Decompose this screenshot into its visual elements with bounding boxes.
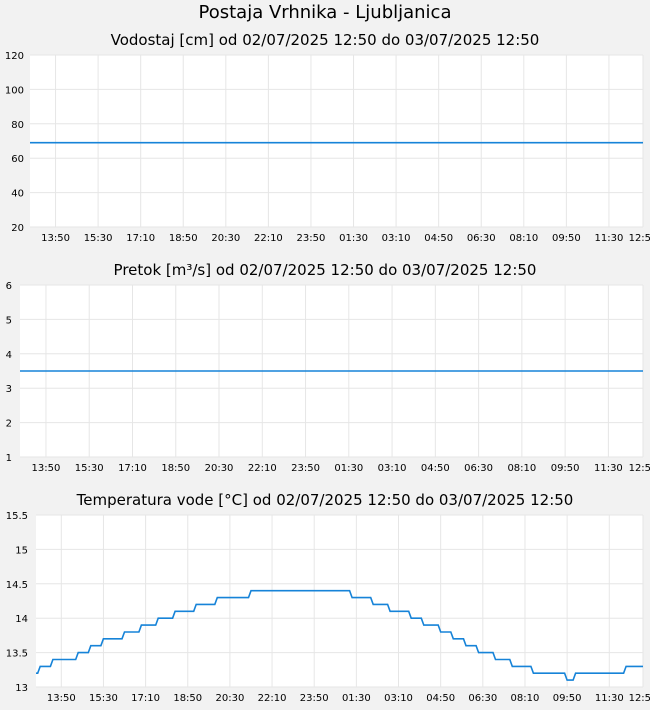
- x-tick-label: 06:30: [467, 233, 496, 244]
- x-tick-label: 15:30: [89, 693, 118, 704]
- water-level-chart: 20 40 60 80 100 120 13:50 15:30 17:10 18:50 20:30 2…: [5, 51, 650, 244]
- x-tick-label: 11:30: [594, 463, 623, 474]
- x-tick-label: 09:50: [553, 693, 582, 704]
- x-tick-label: 22:10: [254, 233, 283, 244]
- x-tick-label: 04:50: [426, 693, 455, 704]
- x-tick-label: 08:10: [509, 233, 538, 244]
- x-tick-label: 08:10: [507, 463, 536, 474]
- y-tick-label: 60: [11, 154, 24, 165]
- x-tick-label: 20:30: [211, 233, 240, 244]
- x-tick-label: 09:50: [551, 463, 580, 474]
- x-tick-label: 08:10: [511, 693, 540, 704]
- y-tick-label: 15.5: [6, 511, 28, 522]
- x-tick-label: 13:50: [47, 693, 76, 704]
- x-tick-label: 09:50: [552, 233, 581, 244]
- x-tick-label: 11:30: [595, 693, 624, 704]
- x-tick-label: 06:30: [464, 463, 493, 474]
- x-tick-label: 15:30: [75, 463, 104, 474]
- x-tick-label: 13:50: [32, 463, 61, 474]
- y-tick-label: 20: [11, 223, 24, 234]
- plot-area: [36, 515, 643, 687]
- x-tick-label: 06:30: [468, 693, 497, 704]
- x-tick-label: 20:30: [205, 463, 234, 474]
- x-tick-label: 01:30: [342, 693, 371, 704]
- x-tick-label: 03:10: [384, 693, 413, 704]
- x-tick-label: 18:50: [161, 463, 190, 474]
- x-tick-label: 22:10: [248, 463, 277, 474]
- x-tick-label: 23:50: [291, 463, 320, 474]
- y-tick-label: 1: [6, 453, 12, 464]
- x-tick-label: 12:50: [629, 693, 650, 704]
- x-tick-label: 04:50: [421, 463, 450, 474]
- x-tick-label: 15:30: [84, 233, 113, 244]
- y-tick-label: 4: [6, 350, 12, 361]
- x-tick-label: 12:50: [629, 463, 650, 474]
- y-tick-label: 40: [11, 189, 24, 200]
- page-title: Postaja Vrhnika - Ljubljanica: [198, 2, 452, 23]
- y-tick-label: 14: [15, 614, 28, 625]
- x-tick-label: 03:10: [378, 463, 407, 474]
- water-temperature-chart: 13 13.5 14 14.5 15 15.5 13:50 15:30 17:10 18:50 20…: [6, 511, 650, 704]
- x-tick-label: 20:30: [215, 693, 244, 704]
- x-tick-label: 17:10: [131, 693, 160, 704]
- x-tick-label: 17:10: [126, 233, 155, 244]
- y-tick-label: 2: [6, 419, 12, 430]
- x-tick-label: 13:50: [41, 233, 70, 244]
- y-tick-label: 13: [15, 683, 28, 694]
- x-tick-label: 11:30: [595, 233, 624, 244]
- y-tick-label: 15: [15, 545, 28, 556]
- x-tick-label: 22:10: [258, 693, 287, 704]
- plot-area: [30, 55, 643, 227]
- y-tick-label: 5: [6, 315, 12, 326]
- y-tick-label: 6: [6, 281, 12, 292]
- x-tick-label: 23:50: [297, 233, 326, 244]
- x-tick-label: 03:10: [382, 233, 411, 244]
- y-tick-label: 14.5: [6, 580, 28, 591]
- y-tick-label: 120: [5, 51, 24, 62]
- x-tick-label: 01:30: [334, 463, 363, 474]
- x-tick-label: 18:50: [173, 693, 202, 704]
- chart-title-water-temperature: Temperatura vode [°C] od 02/07/2025 12:5…: [76, 491, 574, 509]
- discharge-chart: 1 2 3 4 5 6 13:50 15:30 17:10 18:50 20:30 22:10 23:5…: [6, 281, 650, 474]
- x-tick-label: 01:30: [339, 233, 368, 244]
- x-tick-label: 12:50: [629, 233, 650, 244]
- x-tick-label: 18:50: [169, 233, 198, 244]
- x-tick-label: 23:50: [300, 693, 329, 704]
- y-tick-label: 80: [11, 120, 24, 131]
- x-tick-label: 17:10: [118, 463, 147, 474]
- chart-title-water-level: Vodostaj [cm] od 02/07/2025 12:50 do 03/…: [110, 31, 540, 49]
- y-tick-label: 100: [5, 85, 24, 96]
- x-tick-label: 04:50: [424, 233, 453, 244]
- y-tick-label: 3: [6, 384, 12, 395]
- chart-title-discharge: Pretok [m³/s] od 02/07/2025 12:50 do 03/…: [113, 261, 537, 279]
- series-line: [36, 589, 643, 681]
- y-tick-label: 13.5: [6, 649, 28, 660]
